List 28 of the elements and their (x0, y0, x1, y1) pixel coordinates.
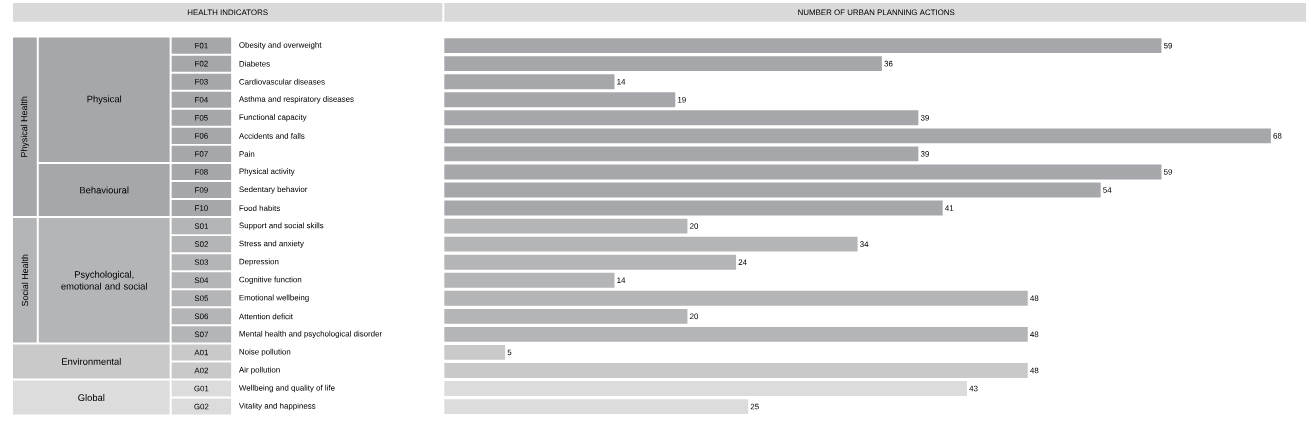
bar (444, 110, 919, 126)
bar (444, 182, 1101, 198)
text: Environmental (62, 357, 121, 365)
bar (444, 308, 688, 324)
bar (444, 92, 676, 107)
text: Physical Health (20, 96, 30, 157)
bar (444, 146, 919, 162)
bar (444, 74, 615, 89)
bar (444, 362, 1028, 378)
text: Psychological, emotional and social (61, 270, 147, 290)
bar (444, 254, 737, 270)
text: Physical (87, 95, 122, 104)
bar (444, 200, 943, 216)
text: Behavioural (80, 186, 129, 194)
bar (444, 37, 1162, 53)
bar (444, 380, 967, 396)
bar (444, 218, 688, 234)
bar (444, 290, 1028, 306)
bar (444, 344, 506, 360)
bar (444, 128, 1271, 144)
bar (444, 164, 1162, 180)
text: Global (78, 393, 105, 401)
bar (444, 398, 749, 414)
text: Social Health (21, 254, 29, 306)
bar (444, 236, 858, 252)
bar (444, 56, 882, 71)
bar (444, 272, 615, 288)
bar (444, 326, 1028, 342)
